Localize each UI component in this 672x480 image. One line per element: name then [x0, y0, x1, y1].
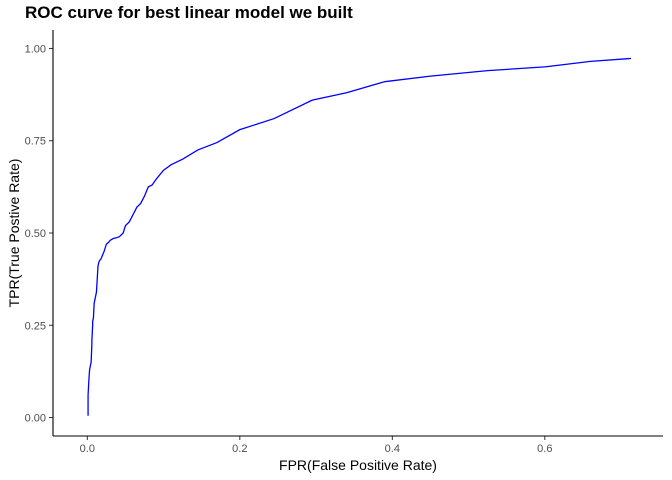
- y-tick-label: 0.25: [25, 320, 46, 332]
- y-tick-label: 0.50: [25, 228, 46, 240]
- chart-title: ROC curve for best linear model we built: [25, 3, 353, 22]
- y-axis-title: TPR(True Postive Rate): [6, 159, 22, 308]
- x-tick-label: 0.4: [385, 443, 400, 455]
- x-tick-label: 0.0: [80, 443, 95, 455]
- y-tick-label: 1.00: [25, 43, 46, 55]
- y-tick-label: 0.75: [25, 136, 46, 148]
- x-tick-label: 0.2: [232, 443, 247, 455]
- y-tick-label: 0.00: [25, 413, 46, 425]
- x-tick-label: 0.6: [537, 443, 552, 455]
- roc-curve-line: [87, 57, 632, 416]
- tick-group: 0.0 0.2 0.4 0.6 0.00 0.25 0.50 0.75 1.00: [25, 43, 553, 455]
- x-axis-title: FPR(False Positive Rate): [279, 457, 437, 473]
